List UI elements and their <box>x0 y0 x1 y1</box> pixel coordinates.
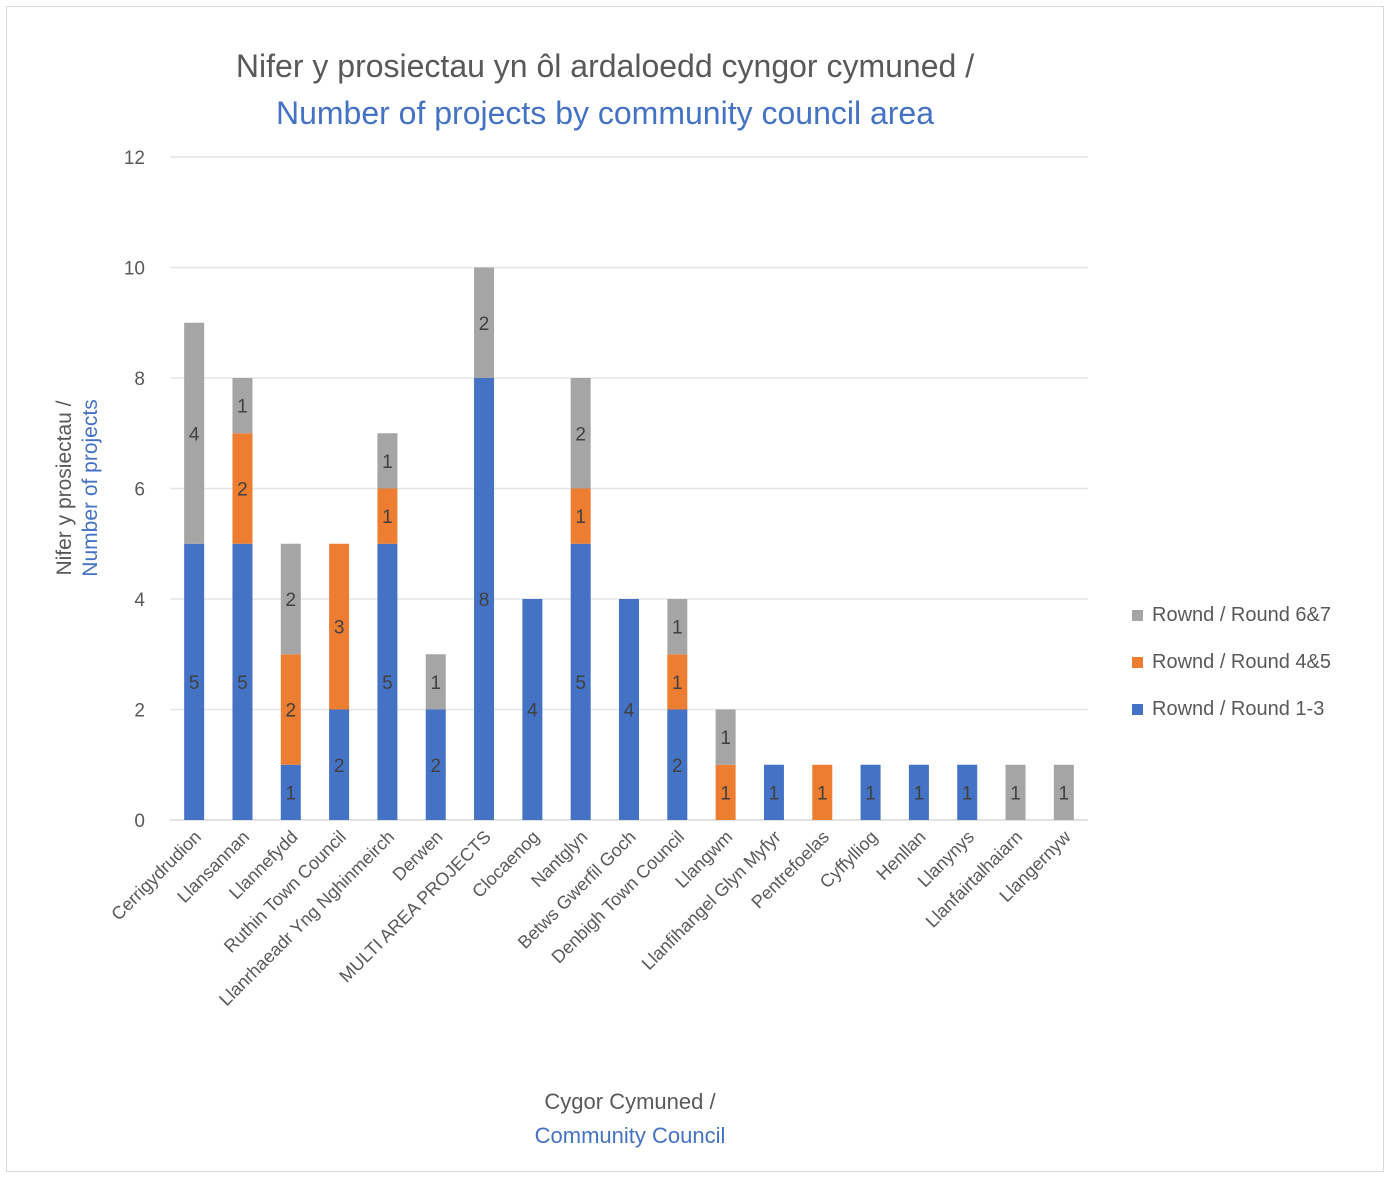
gridlines <box>170 156 1088 821</box>
data-label: 4 <box>624 701 635 722</box>
legend-swatch <box>1132 704 1143 715</box>
bar-segment <box>474 267 495 378</box>
bar-segment <box>812 764 833 820</box>
bar-segment <box>280 654 301 765</box>
x-axis-label: Cygor Cymuned / Community Council <box>430 1085 830 1153</box>
bar-segment <box>474 378 495 820</box>
bar-segment <box>667 709 688 820</box>
data-label: 1 <box>286 783 297 804</box>
bar-segment <box>570 378 591 489</box>
data-label: 1 <box>575 507 586 528</box>
bar-segment <box>232 378 253 434</box>
bar-segment <box>619 599 639 820</box>
data-label: 2 <box>430 756 441 777</box>
bar-segment <box>280 543 301 655</box>
legend-item: Rownd / Round 6&7 <box>1132 592 1331 639</box>
bar-segment <box>232 543 253 820</box>
bar-segment <box>329 543 350 710</box>
data-label: 2 <box>334 756 345 777</box>
bar-segment <box>667 654 688 710</box>
y-tick-label: 8 <box>134 369 145 390</box>
data-label: 1 <box>817 783 828 804</box>
data-label: 2 <box>286 590 297 611</box>
data-label: 5 <box>237 673 248 694</box>
legend-swatch <box>1132 610 1143 621</box>
bar-segment <box>425 709 446 820</box>
data-label: 4 <box>189 424 200 445</box>
legend-label: Rownd / Round 1-3 <box>1152 698 1325 720</box>
data-label: 1 <box>237 397 248 418</box>
data-label: 2 <box>672 756 683 777</box>
data-label: 2 <box>237 480 248 501</box>
bar-segment <box>280 764 301 820</box>
bar-segment <box>763 764 784 820</box>
bar-segment <box>570 488 591 544</box>
bar-segment <box>715 764 736 820</box>
bar-segment <box>329 709 350 820</box>
y-tick-label: 0 <box>134 811 145 832</box>
data-label: 5 <box>189 673 200 694</box>
bar-segment <box>522 599 543 820</box>
bar-segment <box>570 543 591 820</box>
legend: Rownd / Round 6&7 Rownd / Round 4&5 Rownd … <box>1132 592 1331 733</box>
chart-subtitle: Number of projects by community council … <box>275 95 935 131</box>
y-tick-label: 10 <box>124 259 145 280</box>
data-label: 5 <box>382 673 393 694</box>
bar-segment <box>232 433 253 544</box>
chart-title: Nifer y prosiectau yn ôl ardaloedd cyngo… <box>235 48 975 84</box>
y-tick-label: 4 <box>134 590 145 611</box>
data-label: 1 <box>962 783 973 804</box>
data-label: 1 <box>672 618 683 639</box>
data-label: 4 <box>527 701 538 722</box>
x-tick-labels: CerrigydrudionLlansannanLlannefyddRuthin… <box>107 826 1075 1010</box>
y-tick-label: 12 <box>124 148 145 169</box>
legend-label: Rownd / Round 6&7 <box>1152 604 1332 626</box>
legend-item: Rownd / Round 1-3 <box>1132 686 1331 733</box>
legend-label: Rownd / Round 4&5 <box>1152 651 1332 673</box>
bar-segment <box>715 709 736 765</box>
data-label: 1 <box>430 673 441 694</box>
bar-segment <box>667 599 688 655</box>
data-label: 1 <box>720 728 731 749</box>
data-label: 1 <box>1059 783 1070 804</box>
data-label: 2 <box>286 701 297 722</box>
legend-swatch <box>1132 657 1143 668</box>
y-tick-labels: 0 2 4 6 8 10 12 <box>124 148 146 832</box>
bar-segment <box>377 488 398 544</box>
y-tick-label: 2 <box>134 701 145 722</box>
bar-segment <box>184 322 205 544</box>
y-tick-label: 6 <box>134 480 145 501</box>
data-label: 1 <box>1010 783 1021 804</box>
bar-segment <box>377 433 398 489</box>
data-label: 8 <box>479 590 490 611</box>
data-label: 1 <box>382 507 393 528</box>
bar-segment <box>957 764 978 820</box>
bar-segment <box>1053 764 1074 820</box>
bar-segment <box>860 764 881 820</box>
data-label: 1 <box>865 783 876 804</box>
x-axis-label-english: Community Council <box>534 1123 726 1148</box>
bars <box>184 267 1074 820</box>
data-labels: 5 4 5 2 1 1 2 2 2 3 5 1 1 2 1 8 2 4 5 1 2 4 2 1 1 1 1 1 1 1 1 1 1 1 <box>189 314 1069 805</box>
x-tick-label: Llanrhaeadr Yng Nghinmeirch <box>215 827 398 1010</box>
data-label: 1 <box>914 783 925 804</box>
data-label: 5 <box>575 673 586 694</box>
bar-segment <box>1005 764 1026 820</box>
data-label: 1 <box>769 783 780 804</box>
legend-item: Rownd / Round 4&5 <box>1132 639 1331 686</box>
data-label: 3 <box>334 618 345 639</box>
bar-segment <box>377 543 398 820</box>
data-label: 1 <box>672 673 683 694</box>
x-axis-label-welsh: Cygor Cymuned / <box>544 1089 716 1114</box>
bar-segment <box>184 543 205 820</box>
data-label: 2 <box>575 424 586 445</box>
bar-segment <box>908 764 929 820</box>
bar-segment <box>425 654 446 710</box>
data-label: 1 <box>720 783 731 804</box>
data-label: 1 <box>382 452 393 473</box>
data-label: 2 <box>479 314 490 335</box>
